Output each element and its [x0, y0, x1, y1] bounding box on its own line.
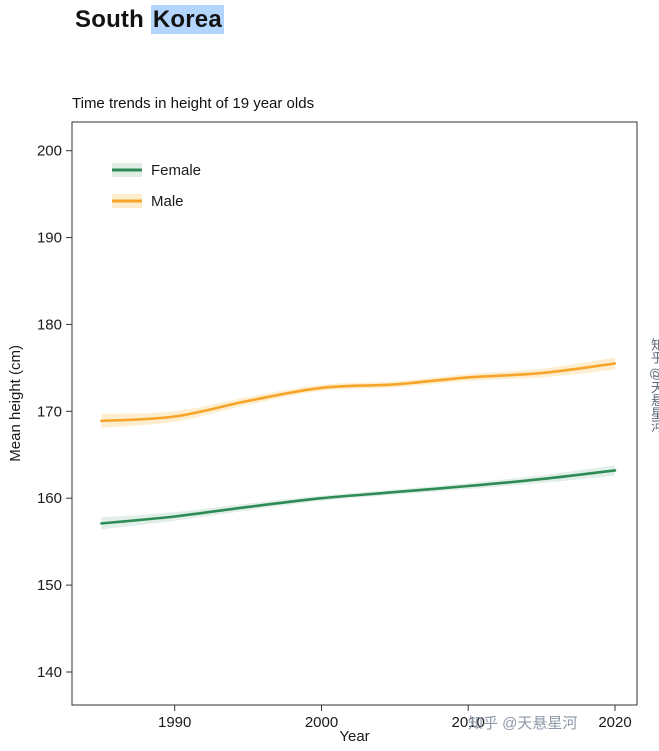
bottom-watermark: 知乎 @天悬星河 — [468, 715, 578, 732]
title-text: South — [75, 6, 144, 33]
legend-label: Male — [151, 193, 184, 210]
female-series — [100, 465, 617, 530]
y-tick-label: 150 — [37, 577, 62, 594]
male-line — [100, 362, 617, 423]
female-line — [100, 469, 617, 525]
male-series — [100, 357, 617, 428]
legend-label: Female — [151, 162, 201, 179]
y-tick-label: 160 — [37, 490, 62, 507]
page-title: South Korea — [75, 5, 224, 34]
side-watermark-cropped: 知乎 @天悬星河 — [649, 338, 659, 433]
female-confidence-band — [101, 465, 615, 530]
x-tick-label: 2010 — [452, 714, 485, 731]
y-tick-label: 170 — [37, 403, 62, 420]
y-tick-label: 140 — [37, 664, 62, 681]
legend: Female Male — [112, 162, 201, 210]
chart-subtitle: Time trends in height of 19 year olds — [72, 95, 315, 112]
y-axis-title: Mean height (cm) — [7, 345, 24, 462]
selected-text: Korea — [150, 5, 224, 34]
y-tick-label: 190 — [37, 230, 62, 247]
x-tick-label: 2000 — [305, 714, 338, 731]
x-tick-label: 2020 — [598, 714, 631, 731]
x-axis-title: Year — [339, 728, 370, 745]
y-tick-label: 200 — [37, 143, 62, 160]
y-tick-label: 180 — [37, 316, 62, 333]
x-tick-label: 1990 — [158, 714, 191, 731]
